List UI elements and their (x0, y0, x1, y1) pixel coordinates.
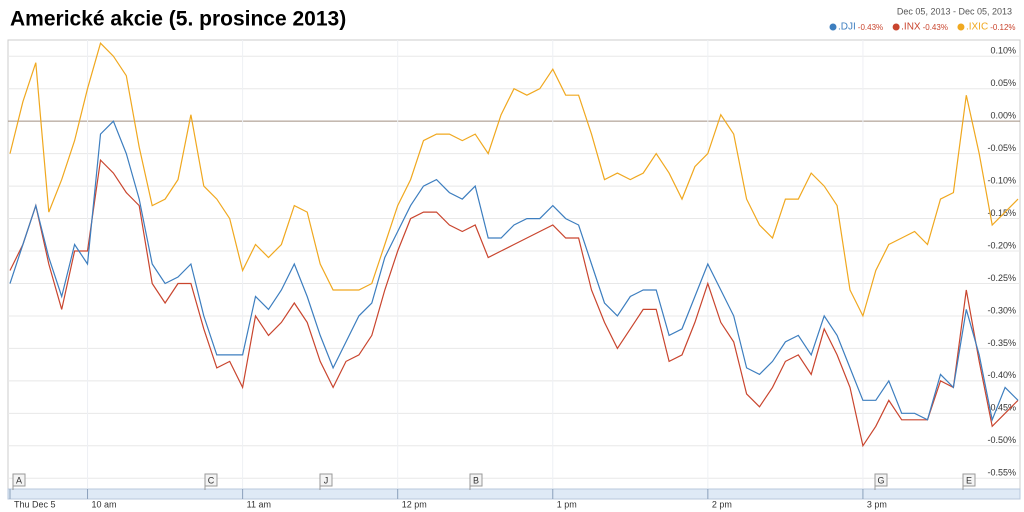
y-tick-label: -0.55% (987, 468, 1016, 478)
date-range: Dec 05, 2013 - Dec 05, 2013 (897, 6, 1012, 16)
legend-dot (957, 23, 965, 31)
legend-name: .INX (901, 22, 921, 33)
legend-change: -0.12% (990, 23, 1015, 32)
legend-dot (829, 23, 837, 31)
series-line (9, 42, 1019, 318)
flag-label: G (877, 475, 884, 485)
y-tick-label: -0.10% (987, 175, 1016, 185)
x-tick-label: 11 am (247, 499, 271, 509)
flag (204, 473, 218, 487)
legend-item: .IXIC -0.12% (957, 22, 1016, 33)
y-tick-label: 0.05% (990, 78, 1016, 88)
flag (874, 473, 888, 487)
chart-title: Americké akcie (5. prosince 2013) (10, 8, 346, 31)
y-tick-label: 0.00% (990, 111, 1016, 121)
plot-frame (7, 39, 1021, 490)
flag-label: C (208, 475, 215, 485)
flag (469, 473, 483, 487)
y-tick-label: -0.25% (987, 273, 1016, 283)
y-tick-label: -0.05% (987, 143, 1016, 153)
legend-change: -0.43% (923, 23, 948, 32)
time-strip (7, 488, 1021, 500)
y-tick-label: -0.30% (987, 305, 1016, 315)
x-tick-label: 12 pm (402, 499, 427, 509)
y-tick-label: -0.15% (987, 208, 1016, 218)
legend-item: .DJI -0.43% (829, 22, 883, 33)
y-tick-label: -0.40% (987, 370, 1016, 380)
x-tick-label: 3 pm (867, 499, 887, 509)
x-tick-label: Thu Dec 5 (14, 499, 56, 509)
series-line (9, 158, 1019, 448)
series-line (9, 120, 1019, 422)
flag-label: A (16, 475, 22, 485)
y-tick-label: -0.35% (987, 338, 1016, 348)
flag-label: B (473, 475, 479, 485)
y-tick-label: -0.50% (987, 435, 1016, 445)
y-tick-label: -0.45% (987, 403, 1016, 413)
legend-item: .INX -0.43% (892, 22, 948, 33)
legend-name: .IXIC (966, 22, 988, 33)
legend-name: .DJI (838, 22, 856, 33)
flag-label: E (966, 475, 972, 485)
legend-change: -0.43% (858, 23, 883, 32)
flag (12, 473, 26, 487)
y-tick-label: -0.20% (987, 240, 1016, 250)
flag (319, 473, 333, 487)
x-tick-label: 10 am (92, 499, 117, 509)
x-tick-label: 1 pm (557, 499, 577, 509)
flag-label: J (324, 475, 329, 485)
legend-dot (892, 23, 900, 31)
x-tick-label: 2 pm (712, 499, 732, 509)
flag (962, 473, 976, 487)
y-tick-label: 0.10% (990, 46, 1016, 56)
